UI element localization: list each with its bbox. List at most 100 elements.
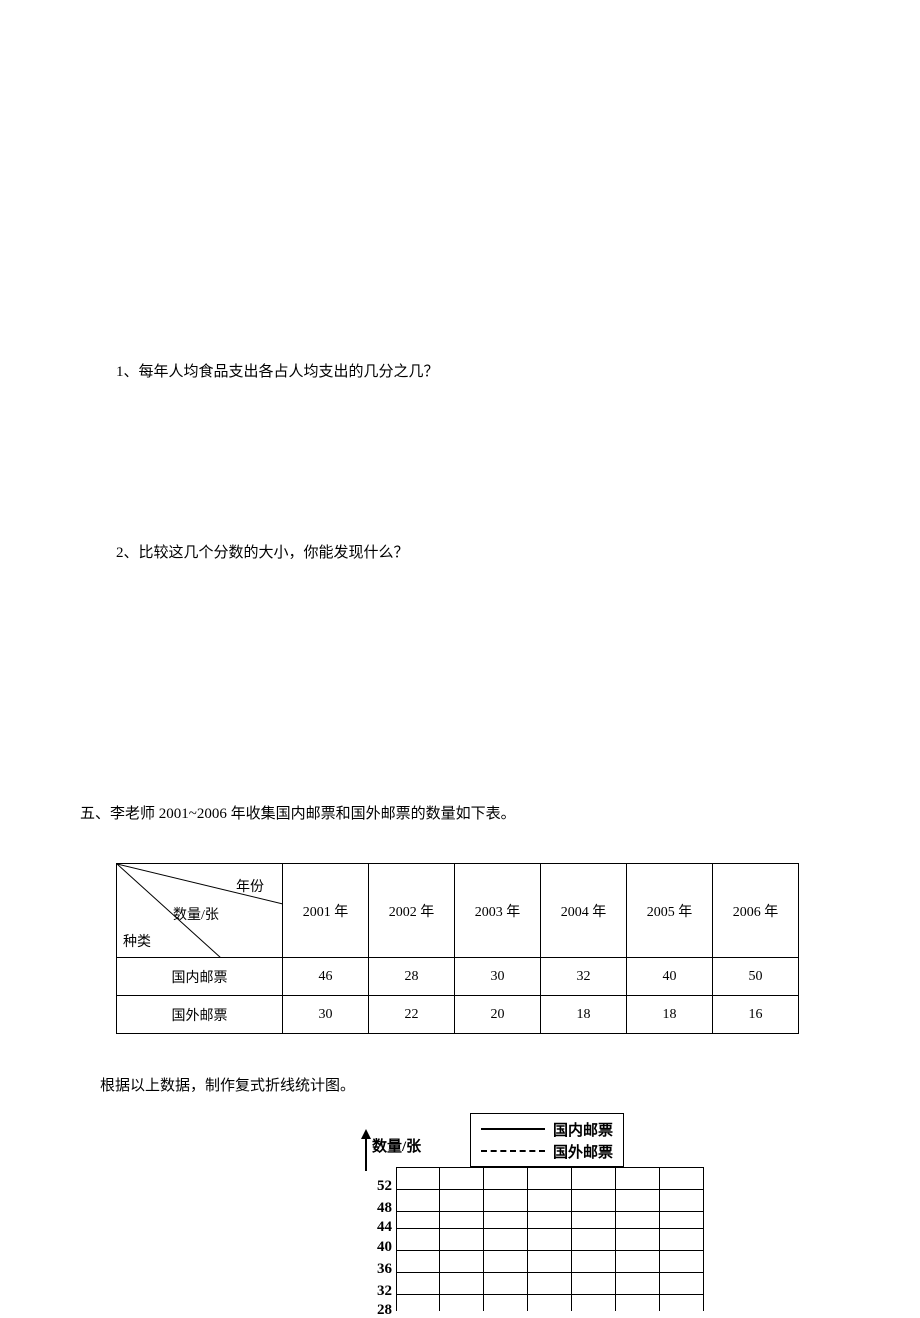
y-tick-label: 52 bbox=[366, 1179, 396, 1194]
grid-cell bbox=[440, 1273, 484, 1294]
grid-cell bbox=[616, 1190, 660, 1211]
grid-cell bbox=[616, 1229, 660, 1250]
row-label-foreign: 国外邮票 bbox=[117, 996, 283, 1034]
year-col-2002: 2002 年 bbox=[369, 864, 455, 958]
cell-domestic-2006: 50 bbox=[713, 958, 799, 996]
cell-domestic-2003: 30 bbox=[455, 958, 541, 996]
grid-cell bbox=[440, 1251, 484, 1272]
legend-row-domestic: 国内邮票 bbox=[481, 1118, 613, 1140]
year-col-2003: 2003 年 bbox=[455, 864, 541, 958]
worksheet-page: 1、每年人均食品支出各占人均支出的几分之几？ 2、比较这几个分数的大小，你能发现… bbox=[0, 0, 920, 1095]
grid-cell bbox=[484, 1212, 528, 1228]
grid-cell bbox=[528, 1212, 572, 1228]
grid-row bbox=[396, 1211, 704, 1228]
cell-domestic-2002: 28 bbox=[369, 958, 455, 996]
year-col-2001: 2001 年 bbox=[283, 864, 369, 958]
grid-cell bbox=[396, 1273, 440, 1294]
y-tick-label: 44 bbox=[366, 1220, 396, 1235]
grid-row-wrap: 28 bbox=[366, 1294, 704, 1311]
grid-cell bbox=[616, 1212, 660, 1228]
cell-foreign-2005: 18 bbox=[627, 996, 713, 1034]
y-tick-label: 32 bbox=[366, 1284, 396, 1299]
y-tick-label: 40 bbox=[366, 1240, 396, 1255]
legend-foreign-label: 国外邮票 bbox=[553, 1141, 613, 1162]
grid-cell bbox=[616, 1295, 660, 1311]
grid-cell bbox=[572, 1273, 616, 1294]
section-5-title: 五、李老师 2001~2006 年收集国内邮票和国外邮票的数量如下表。 bbox=[80, 802, 840, 823]
grid-row-wrap: 48 bbox=[366, 1189, 704, 1211]
grid-cell bbox=[572, 1212, 616, 1228]
table-header-diagonal-cell: 年份 数量/张 种类 bbox=[117, 864, 283, 958]
y-tick-label: 36 bbox=[366, 1262, 396, 1277]
grid-cell bbox=[396, 1295, 440, 1311]
chart-grid: 52484440363228 bbox=[366, 1167, 704, 1311]
table-row: 国内邮票 46 28 30 32 40 50 bbox=[117, 958, 799, 996]
table-row: 国外邮票 30 22 20 18 18 16 bbox=[117, 996, 799, 1034]
grid-cell bbox=[660, 1229, 704, 1250]
year-col-2006: 2006 年 bbox=[713, 864, 799, 958]
grid-cell bbox=[528, 1273, 572, 1294]
header-type-label: 种类 bbox=[123, 931, 151, 951]
cell-foreign-2002: 22 bbox=[369, 996, 455, 1034]
grid-cell bbox=[440, 1168, 484, 1189]
grid-cell bbox=[484, 1190, 528, 1211]
header-qty-label: 数量/张 bbox=[173, 904, 219, 924]
grid-cell bbox=[440, 1295, 484, 1311]
grid-cell bbox=[440, 1229, 484, 1250]
grid-cell bbox=[440, 1190, 484, 1211]
grid-cell bbox=[396, 1251, 440, 1272]
year-col-2005: 2005 年 bbox=[627, 864, 713, 958]
legend-dashed-line-icon bbox=[481, 1150, 545, 1152]
grid-row bbox=[396, 1294, 704, 1311]
cell-domestic-2004: 32 bbox=[541, 958, 627, 996]
grid-cell bbox=[484, 1229, 528, 1250]
cell-domestic-2005: 40 bbox=[627, 958, 713, 996]
grid-row-wrap: 52 bbox=[366, 1167, 704, 1189]
legend-solid-line-icon bbox=[481, 1128, 545, 1130]
grid-row-wrap: 44 bbox=[366, 1211, 704, 1228]
grid-cell bbox=[484, 1295, 528, 1311]
legend-domestic-label: 国内邮票 bbox=[553, 1119, 613, 1140]
grid-row-wrap: 32 bbox=[366, 1272, 704, 1294]
grid-cell bbox=[616, 1168, 660, 1189]
header-year-label: 年份 bbox=[236, 876, 264, 896]
grid-row-wrap: 40 bbox=[366, 1228, 704, 1250]
grid-cell bbox=[616, 1273, 660, 1294]
grid-cell bbox=[660, 1295, 704, 1311]
chart-instruction: 根据以上数据，制作复式折线统计图。 bbox=[80, 1074, 840, 1095]
cell-domestic-2001: 46 bbox=[283, 958, 369, 996]
row-label-domestic: 国内邮票 bbox=[117, 958, 283, 996]
grid-cell bbox=[528, 1251, 572, 1272]
cell-foreign-2001: 30 bbox=[283, 996, 369, 1034]
cell-foreign-2004: 18 bbox=[541, 996, 627, 1034]
question-2: 2、比较这几个分数的大小，你能发现什么？ bbox=[80, 541, 840, 562]
grid-body: 52484440363228 bbox=[366, 1167, 704, 1311]
grid-cell bbox=[484, 1273, 528, 1294]
grid-cell bbox=[528, 1168, 572, 1189]
grid-row-wrap: 36 bbox=[366, 1250, 704, 1272]
grid-cell bbox=[396, 1190, 440, 1211]
table-header-row: 年份 数量/张 种类 2001 年 2002 年 2003 年 2004 年 2… bbox=[117, 864, 799, 958]
grid-cell bbox=[572, 1295, 616, 1311]
grid-cell bbox=[528, 1295, 572, 1311]
question-1: 1、每年人均食品支出各占人均支出的几分之几？ bbox=[80, 360, 840, 381]
grid-row bbox=[396, 1250, 704, 1272]
legend-row-foreign: 国外邮票 bbox=[481, 1140, 613, 1162]
grid-cell bbox=[660, 1168, 704, 1189]
cell-foreign-2006: 16 bbox=[713, 996, 799, 1034]
stamp-data-table: 年份 数量/张 种类 2001 年 2002 年 2003 年 2004 年 2… bbox=[116, 863, 799, 1034]
y-tick-label: 28 bbox=[366, 1303, 396, 1318]
grid-cell bbox=[660, 1273, 704, 1294]
year-col-2004: 2004 年 bbox=[541, 864, 627, 958]
grid-cell bbox=[396, 1229, 440, 1250]
grid-cell bbox=[528, 1190, 572, 1211]
grid-cell bbox=[396, 1168, 440, 1189]
grid-row bbox=[396, 1228, 704, 1250]
y-axis-title: 数量/张 bbox=[372, 1135, 421, 1156]
grid-cell bbox=[572, 1190, 616, 1211]
grid-cell bbox=[484, 1251, 528, 1272]
grid-cell bbox=[616, 1251, 660, 1272]
grid-row bbox=[396, 1189, 704, 1211]
grid-cell bbox=[572, 1168, 616, 1189]
y-tick-label: 48 bbox=[366, 1201, 396, 1216]
